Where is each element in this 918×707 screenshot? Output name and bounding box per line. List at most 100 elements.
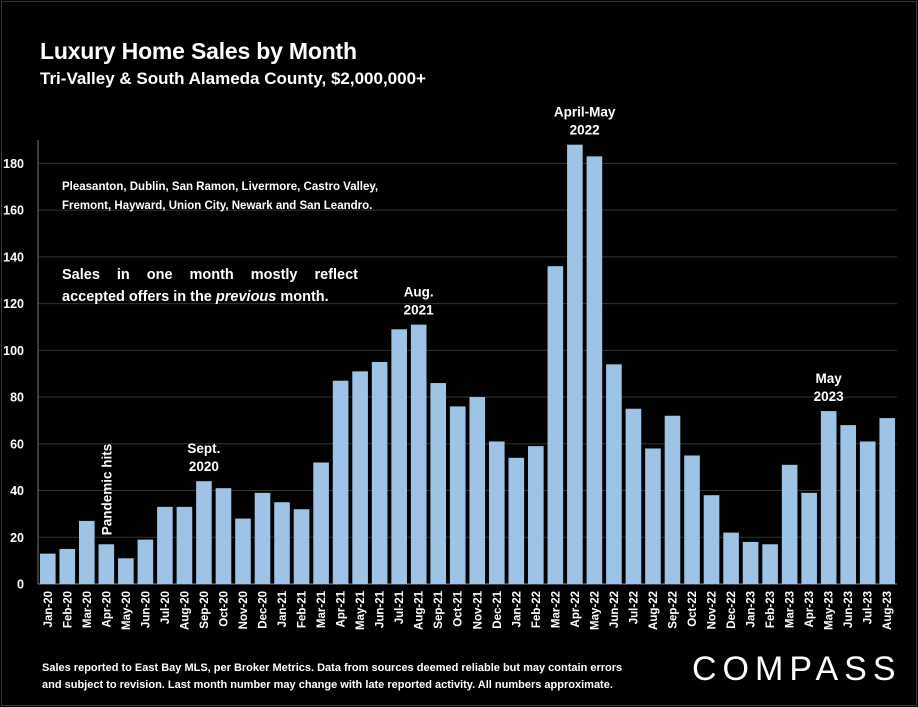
- x-tick-label: Jan-20: [43, 591, 55, 627]
- x-tick-label: Mar-23: [785, 591, 797, 628]
- bar: [39, 553, 56, 584]
- offers-note-before: Sales in one month mostly reflect accept…: [62, 267, 358, 305]
- bar: [293, 509, 310, 584]
- x-tick-label: May-20: [121, 591, 133, 630]
- cities-note-line-2: Fremont, Hayward, Union City, Newark and…: [62, 200, 373, 212]
- bar: [371, 362, 388, 584]
- bar: [118, 558, 134, 584]
- x-tick-label: Mar-22: [550, 591, 562, 628]
- x-tick-label: Apr-23: [804, 591, 816, 627]
- bar: [762, 544, 778, 584]
- x-tick-label: Mar-21: [316, 590, 328, 628]
- bar: [859, 441, 876, 584]
- x-tick-label: Jan-21: [277, 590, 289, 627]
- x-tick-label: Oct-22: [687, 591, 699, 627]
- annotation-label: 2023: [814, 389, 845, 404]
- annotation-label: May: [816, 371, 843, 386]
- source-footer: Sales reported to East Bay MLS, per Brok…: [42, 660, 622, 694]
- x-tick-label: Jun-22: [609, 591, 621, 628]
- bar: [879, 418, 896, 584]
- x-tick-label: Jan-22: [511, 591, 523, 627]
- annotation-label: 2021: [404, 303, 435, 318]
- bar: [645, 448, 661, 584]
- bar: [235, 518, 251, 584]
- bar: [137, 539, 154, 584]
- y-tick-label: 100: [3, 344, 24, 358]
- x-tick-label: Jun-21: [375, 590, 387, 628]
- bar: [352, 371, 368, 584]
- bar: [742, 541, 759, 584]
- x-tick-label: Aug-21: [414, 590, 426, 630]
- x-tick-label: Dec-21: [492, 590, 504, 628]
- bar: [606, 364, 622, 584]
- x-tick-label: Apr-21: [336, 590, 348, 627]
- cities-note-line-1: Pleasanton, Dublin, San Ramon, Livermore…: [62, 181, 379, 193]
- x-tick-label: May-21: [355, 590, 367, 630]
- compass-logo: COMPASS: [692, 650, 902, 688]
- bar: [567, 144, 583, 584]
- bar: [469, 397, 486, 584]
- bar: [313, 462, 329, 584]
- x-tick-label: Aug-20: [179, 591, 191, 630]
- x-tick-label: Nov-22: [707, 591, 719, 629]
- x-tick-label: Jul-21: [394, 590, 406, 624]
- bar: [78, 520, 95, 584]
- offers-note: Sales in one month mostly reflect accept…: [62, 264, 358, 308]
- x-tick-label: May-23: [824, 591, 836, 630]
- bar: [196, 481, 212, 584]
- x-tick-label: Oct-21: [453, 590, 465, 626]
- x-tick-label: Jun-23: [843, 591, 855, 628]
- y-tick-label: 0: [17, 578, 24, 592]
- x-tick-label: Nov-21: [472, 590, 484, 629]
- x-tick-label: Apr-22: [570, 591, 582, 627]
- x-tick-label: Sep-20: [199, 591, 211, 629]
- y-tick-label: 40: [10, 484, 24, 498]
- bar: [801, 492, 817, 584]
- x-tick-label: Sep-22: [667, 591, 679, 629]
- bar: [781, 464, 798, 584]
- chart-title: Luxury Home Sales by Month: [40, 38, 357, 64]
- bar: [430, 383, 447, 584]
- x-tick-label: Aug-23: [882, 591, 894, 630]
- y-tick-label: 160: [3, 204, 24, 218]
- bar: [391, 329, 407, 584]
- x-tick-label: Nov-20: [238, 591, 250, 629]
- bar: [820, 411, 837, 584]
- bar: [274, 502, 290, 584]
- bar: [254, 492, 271, 584]
- bar: [840, 425, 857, 584]
- bar: [684, 455, 700, 584]
- bar: [332, 380, 349, 584]
- bar: [449, 406, 466, 584]
- bar: [508, 457, 525, 584]
- x-tick-label: Feb-21: [297, 590, 309, 628]
- y-tick-label: 20: [10, 531, 24, 545]
- x-tick-label: Jan-23: [746, 591, 758, 627]
- x-tick-label: Aug-22: [648, 591, 660, 630]
- bar: [157, 506, 173, 584]
- bar: [98, 544, 115, 584]
- annotation-label: 2020: [189, 459, 219, 474]
- x-tick-label: Feb-22: [531, 591, 543, 628]
- x-tick-label: Jun-20: [140, 591, 152, 628]
- offers-note-after: month.: [276, 289, 329, 305]
- annotation-label: Aug.: [404, 285, 434, 300]
- annotation-label: April-May: [554, 105, 616, 120]
- x-tick-label: Sep-21: [433, 590, 445, 628]
- chart-subtitle: Tri-Valley & South Alameda County, $2,00…: [40, 69, 426, 88]
- x-tick-label: Dec-22: [726, 591, 738, 629]
- x-tick-label: Dec-20: [258, 591, 270, 629]
- bar: [664, 415, 681, 584]
- x-tick-label: Feb-23: [765, 591, 777, 628]
- bar: [176, 506, 193, 584]
- bar: [723, 532, 739, 584]
- bar: [215, 488, 232, 584]
- y-tick-label: 60: [10, 437, 24, 451]
- bar: [410, 324, 427, 584]
- bar: [528, 446, 544, 584]
- y-tick-label: 120: [3, 297, 24, 311]
- cities-note: Pleasanton, Dublin, San Ramon, Livermore…: [62, 178, 378, 216]
- x-tick-label: Oct-20: [218, 591, 230, 627]
